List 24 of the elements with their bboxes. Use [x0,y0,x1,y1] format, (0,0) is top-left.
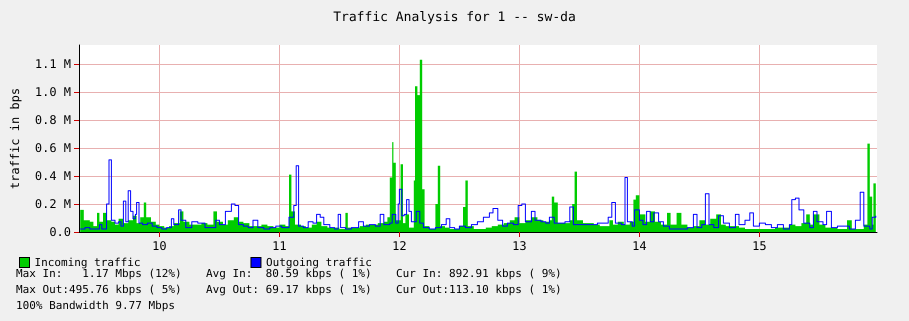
text: Avg Out: 69.17 kbps ( 1%) [206,283,372,296]
y-tick-label: 0.6 M [34,141,71,156]
y-tick-label: 1.1 M [34,57,71,72]
y-tick-label: 0.8 M [34,113,71,128]
y-tick-label: 1.0 M [34,85,71,100]
text: 100% Bandwidth 9.77 Mbps [16,299,175,312]
y-axis-title: traffic in bps [8,88,22,190]
text: Cur Out:113.10 kbps ( 1%) [396,283,562,296]
x-tick-label: 15 [752,239,767,253]
legend-label: Incoming traffic [34,256,140,269]
y-tick-label: 0.4 M [34,169,71,184]
x-tick-label: 11 [272,239,287,253]
y-tick-label: 0.0 [49,225,71,239]
text: Avg In: 80.59 kbps ( 1%) [206,267,372,280]
x-tick-label: 12 [392,239,407,253]
legend-label: Outgoing traffic [266,256,372,269]
y-tick-label: 0.2 M [34,197,71,212]
text: Max Out:495.76 kbps ( 5%) [16,283,182,296]
chart-title: Traffic Analysis for 1 -- sw-da [333,10,576,25]
x-tick-label: 10 [152,239,167,253]
x-tick-label: 13 [512,239,527,253]
text: Max In: 1.17 Mbps (12%) [16,267,182,280]
x-tick-label: 14 [632,239,647,253]
text: Cur In: 892.91 kbps ( 9%) [396,267,562,280]
